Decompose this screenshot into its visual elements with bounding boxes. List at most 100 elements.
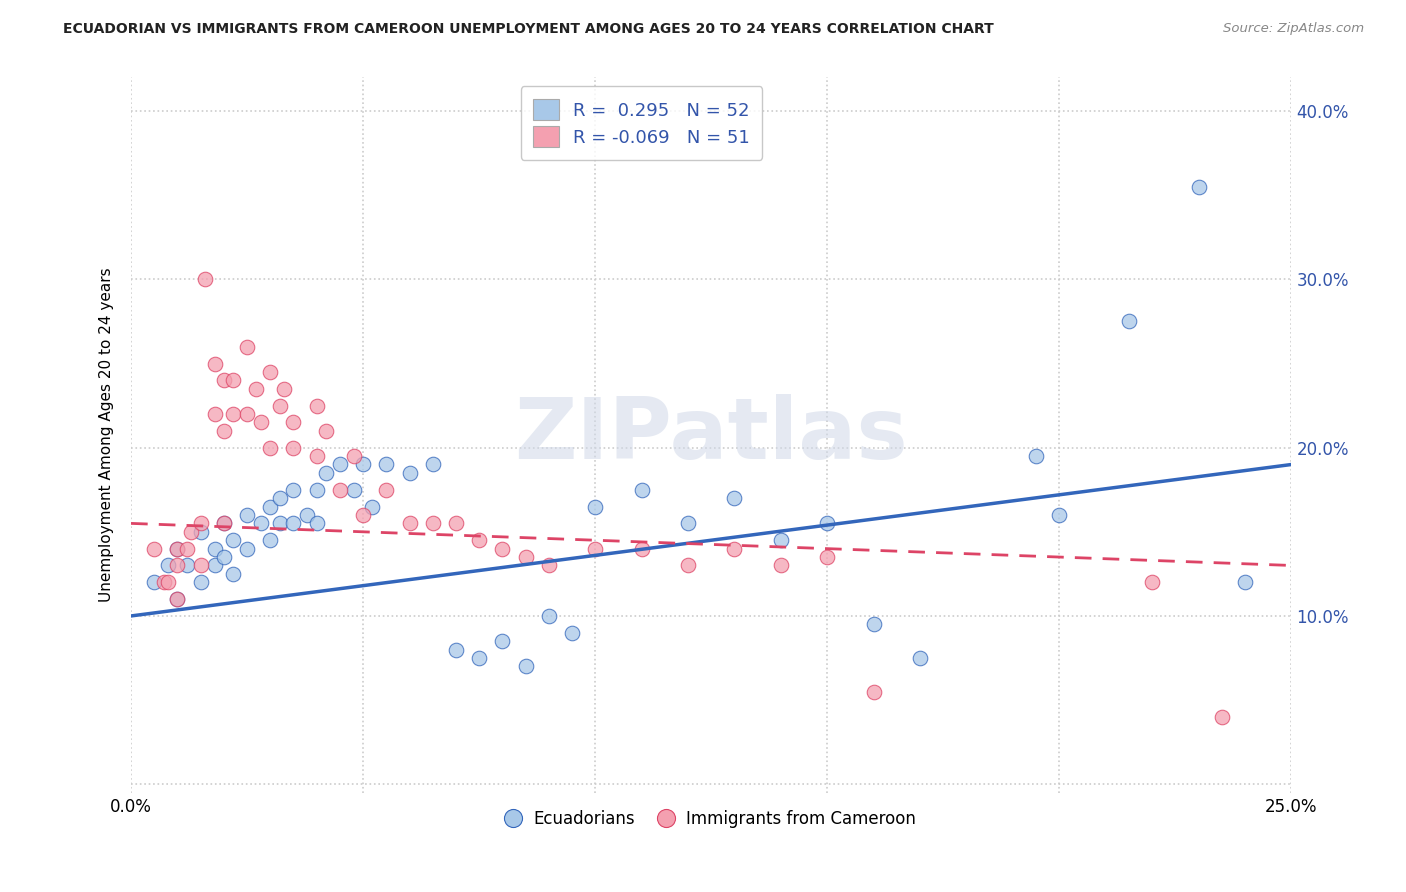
Point [176,558,198,573]
Point [269,516,291,531]
Point [1211,710,1233,724]
Point [1047,508,1070,522]
Point [769,558,792,573]
Point [259,500,281,514]
Point [222,533,245,548]
Point [222,566,245,581]
Point [305,449,328,463]
Point [630,541,652,556]
Point [212,550,235,565]
Point [769,533,792,548]
Point [157,575,180,590]
Point [222,407,245,421]
Text: Source: ZipAtlas.com: Source: ZipAtlas.com [1223,22,1364,36]
Point [305,516,328,531]
Point [375,458,398,472]
Point [305,399,328,413]
Point [676,516,699,531]
Point [398,466,420,480]
Point [297,508,319,522]
Point [315,424,337,438]
Point [259,441,281,455]
Point [1025,449,1047,463]
Point [204,407,226,421]
Point [583,500,606,514]
Point [283,483,305,497]
Point [212,516,235,531]
Point [815,516,838,531]
Point [176,541,198,556]
Point [190,516,212,531]
Point [212,373,235,387]
Point [343,483,366,497]
Point [444,516,467,531]
Point [815,550,838,565]
Point [515,659,537,673]
Point [1140,575,1163,590]
Point [515,550,537,565]
Point [491,541,513,556]
Point [444,642,467,657]
Point [491,634,513,648]
Point [143,541,166,556]
Y-axis label: Unemployment Among Ages 20 to 24 years: Unemployment Among Ages 20 to 24 years [100,268,114,602]
Point [375,483,398,497]
Point [236,541,259,556]
Point [204,357,226,371]
Point [561,625,583,640]
Point [908,651,931,665]
Point [269,399,291,413]
Point [269,491,291,505]
Point [190,558,212,573]
Point [422,458,444,472]
Text: ECUADORIAN VS IMMIGRANTS FROM CAMEROON UNEMPLOYMENT AMONG AGES 20 TO 24 YEARS CO: ECUADORIAN VS IMMIGRANTS FROM CAMEROON U… [63,22,994,37]
Point [259,533,281,548]
Text: ZIPatlas: ZIPatlas [515,393,908,476]
Point [329,483,352,497]
Point [723,541,745,556]
Point [305,483,328,497]
Point [245,382,267,396]
Point [398,516,420,531]
Point [1188,179,1211,194]
Point [283,416,305,430]
Point [862,684,884,698]
Point [250,516,273,531]
Legend: Ecuadorians, Immigrants from Cameroon: Ecuadorians, Immigrants from Cameroon [499,803,922,834]
Point [361,500,384,514]
Point [583,541,606,556]
Point [236,508,259,522]
Point [283,516,305,531]
Point [212,424,235,438]
Point [1118,314,1140,328]
Point [166,592,188,607]
Point [352,508,374,522]
Point [236,407,259,421]
Point [315,466,337,480]
Point [537,558,560,573]
Point [329,458,352,472]
Point [190,524,212,539]
Point [468,651,491,665]
Point [236,340,259,354]
Point [222,373,245,387]
Point [166,592,188,607]
Point [250,416,273,430]
Point [273,382,295,396]
Point [180,524,202,539]
Point [166,558,188,573]
Point [468,533,491,548]
Point [166,541,188,556]
Point [862,617,884,632]
Point [143,575,166,590]
Point [422,516,444,531]
Point [723,491,745,505]
Point [166,541,188,556]
Point [283,441,305,455]
Point [537,609,560,624]
Point [157,558,180,573]
Point [676,558,699,573]
Point [259,365,281,379]
Point [152,575,174,590]
Point [212,516,235,531]
